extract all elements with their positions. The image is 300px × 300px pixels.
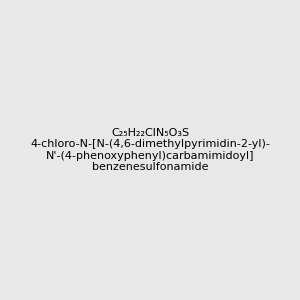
Text: C₂₅H₂₂ClN₅O₃S
4-chloro-N-[N-(4,6-dimethylpyrimidin-2-yl)-
N'-(4-phenoxyphenyl)ca: C₂₅H₂₂ClN₅O₃S 4-chloro-N-[N-(4,6-dimethy… (30, 128, 270, 172)
